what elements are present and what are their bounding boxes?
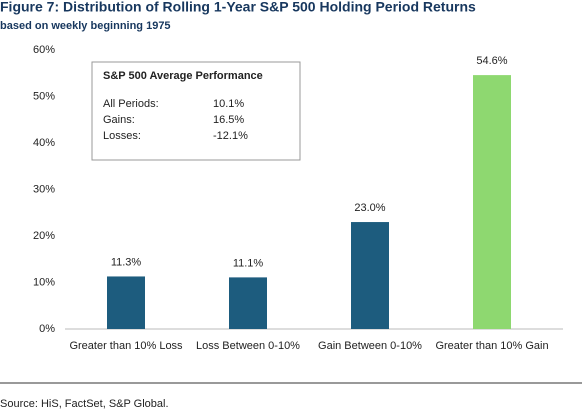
chart-title: Figure 7: Distribution of Rolling 1-Year… — [0, 0, 476, 15]
y-tick-label: 20% — [33, 230, 55, 242]
y-tick-label: 0% — [39, 323, 55, 335]
source: Source: HiS, FactSet, S&P Global. — [0, 398, 169, 410]
annotation-value: 10.1% — [213, 98, 244, 110]
annotation-value: -12.1% — [213, 130, 248, 142]
bar — [351, 222, 389, 329]
annotation-label: Gains: — [103, 114, 135, 126]
value-label: 54.6% — [476, 55, 507, 67]
annotation-label: All Periods: — [103, 98, 159, 110]
y-tick-label: 50% — [33, 90, 55, 102]
y-tick-label: 30% — [33, 183, 55, 195]
bar — [473, 75, 511, 329]
y-tick-label: 40% — [33, 137, 55, 149]
x-tick-label: Greater than 10% Loss — [69, 340, 183, 352]
x-tick-label: Loss Between 0-10% — [196, 340, 300, 352]
annotation-title: S&P 500 Average Performance — [103, 70, 263, 82]
x-tick-label: Greater than 10% Gain — [435, 340, 548, 352]
value-label: 23.0% — [354, 202, 385, 214]
bar — [107, 276, 145, 329]
chart-subtitle: based on weekly beginning 1975 — [0, 20, 171, 32]
value-label: 11.1% — [233, 257, 264, 269]
annotation-value: 16.5% — [213, 114, 244, 126]
bar — [229, 277, 267, 329]
annotation-label: Losses: — [103, 130, 141, 142]
value-label: 11.3% — [111, 256, 142, 268]
x-tick-label: Gain Between 0-10% — [318, 340, 422, 352]
y-tick-label: 10% — [33, 276, 55, 288]
y-tick-label: 60% — [33, 44, 55, 56]
annotation-box — [91, 61, 301, 161]
